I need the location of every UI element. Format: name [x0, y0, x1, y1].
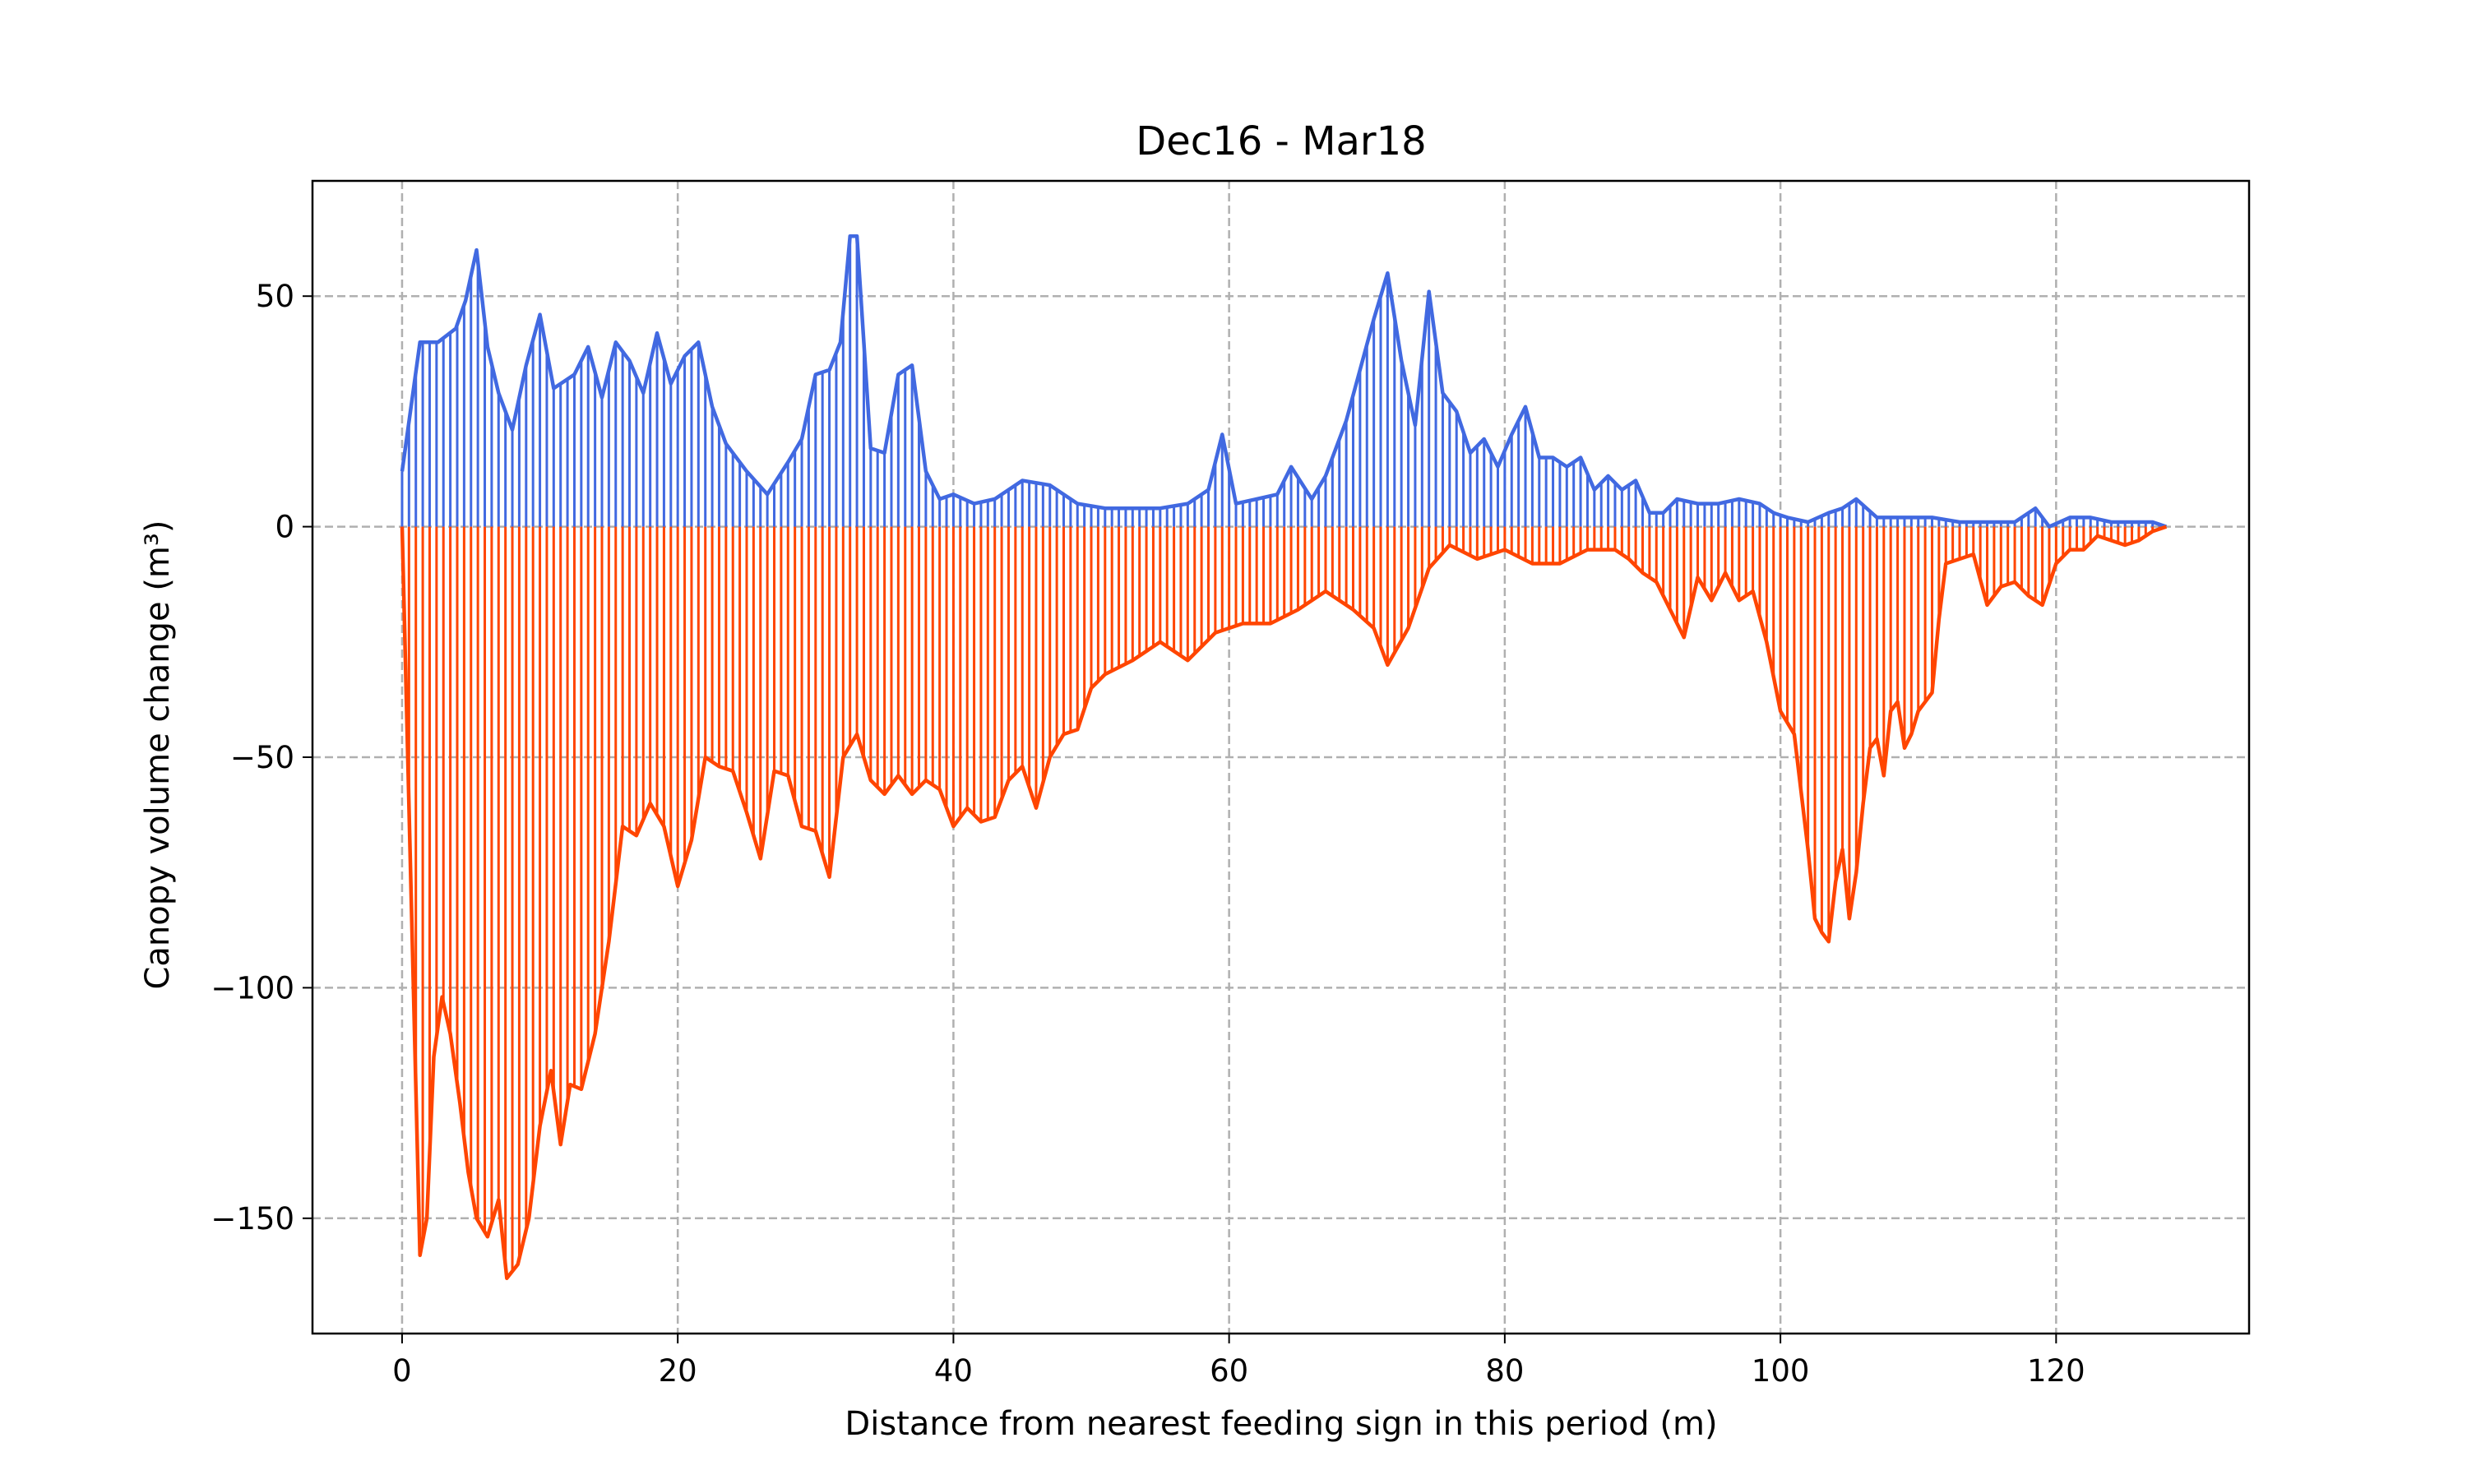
- series-gain-line: [400, 234, 2168, 529]
- x-tick-label: 60: [1210, 1353, 1248, 1389]
- y-axis-label: Canopy volume change (m³): [139, 520, 177, 989]
- y-tick-label: 50: [256, 279, 294, 314]
- x-tick-label: 20: [659, 1353, 697, 1389]
- y-tick-label: 0: [275, 510, 294, 545]
- x-tick-label: 120: [2027, 1353, 2085, 1389]
- x-axis-label: Distance from nearest feeding sign in th…: [845, 1405, 1717, 1443]
- series-fill-lines: [400, 236, 2161, 1272]
- y-tick-label: −150: [211, 1201, 294, 1237]
- y-tick-label: −100: [211, 970, 294, 1006]
- x-tick-label: 100: [1752, 1353, 1810, 1389]
- y-tick-label: −50: [230, 740, 294, 775]
- x-tick-label: 40: [934, 1353, 973, 1389]
- axis-ticks: 0 20 40 60 80 100 120 −150 −100 −50 0 50: [211, 279, 2085, 1389]
- series-loss-line: [400, 525, 2168, 1280]
- series-outlines: [400, 234, 2168, 1280]
- x-tick-label: 80: [1485, 1353, 1524, 1389]
- x-tick-label: 0: [392, 1353, 412, 1389]
- chart-title: Dec16 - Mar18: [1136, 118, 1426, 164]
